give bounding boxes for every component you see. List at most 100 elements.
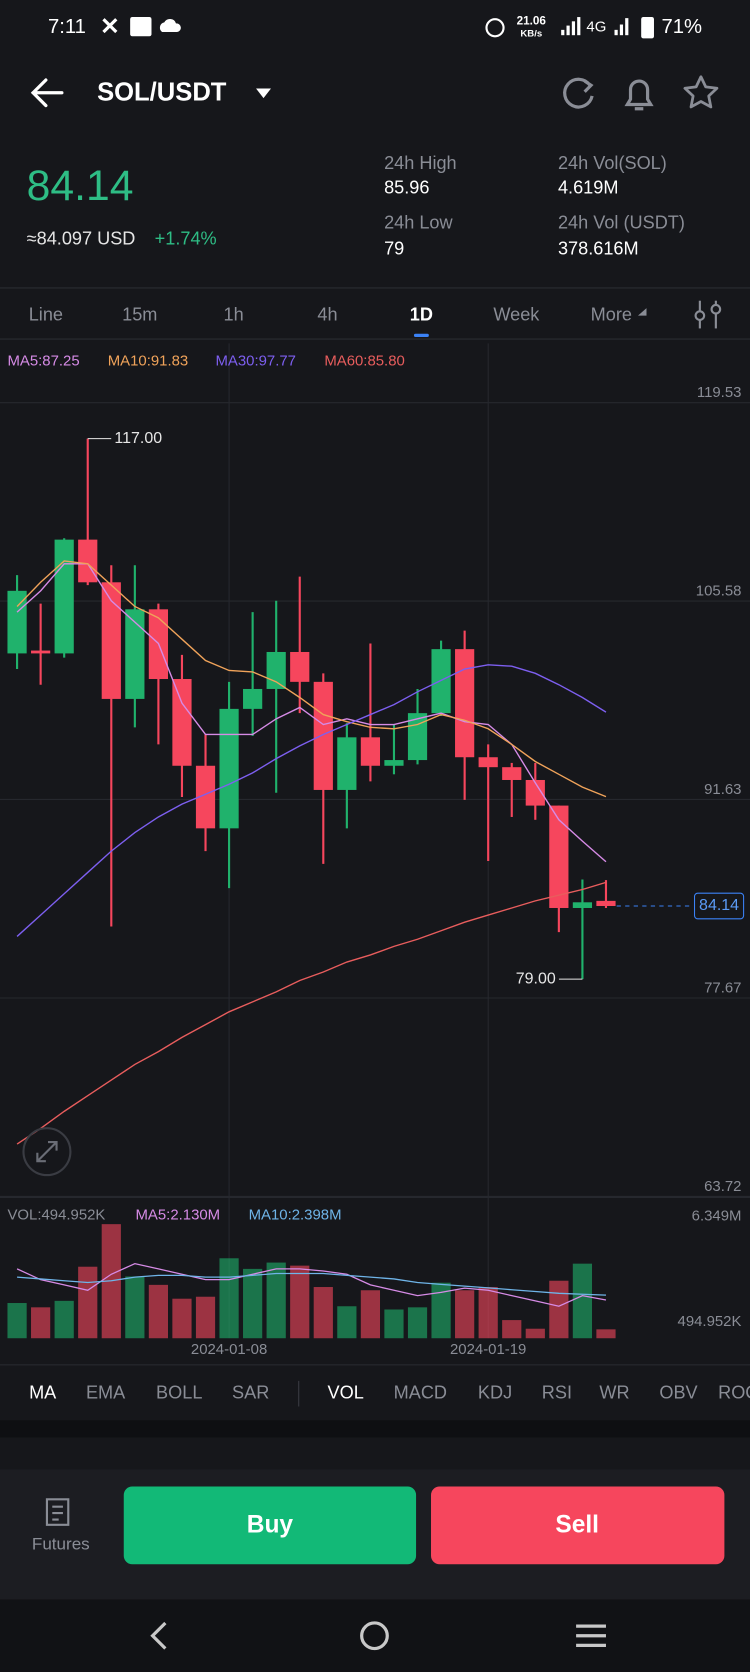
futures-label[interactable]: Futures: [32, 1535, 90, 1554]
interval-tab[interactable]: 15m: [122, 304, 157, 324]
chart-settings-icon[interactable]: [694, 300, 722, 329]
pair-title[interactable]: SOL/USDT: [97, 79, 227, 107]
interval-tab[interactable]: 1D: [410, 304, 433, 324]
volume-bar: [290, 1265, 310, 1339]
ma-legend: MA60:85.80: [324, 352, 404, 369]
x-tick-label: 2024-01-08: [191, 1341, 267, 1358]
candle-body: [219, 708, 239, 829]
volume-bar: [478, 1287, 498, 1339]
sell-label[interactable]: Sell: [555, 1511, 599, 1538]
star-icon[interactable]: [683, 75, 719, 109]
indicator-tab[interactable]: BOLL: [156, 1382, 202, 1402]
candle-body: [596, 900, 616, 906]
interval-tab[interactable]: Line: [29, 304, 63, 324]
y-tick-label: 119.53: [697, 384, 742, 401]
volume-tick-label: 494.952K: [678, 1313, 742, 1330]
refresh-icon[interactable]: [563, 77, 594, 109]
interval-tab[interactable]: More: [591, 304, 632, 324]
candle-body: [125, 609, 145, 699]
volume-bar: [313, 1287, 333, 1339]
nav-home[interactable]: [360, 1621, 389, 1651]
interval-tab[interactable]: 1h: [224, 304, 244, 324]
y-tick-label: 63.72: [704, 1178, 741, 1195]
volume-ma-legend: MA5:2.130M: [135, 1207, 220, 1224]
last-price-label: 84.14: [699, 897, 739, 914]
nav-bar: [0, 1599, 750, 1672]
volume-bar: [54, 1300, 74, 1339]
usd-price: ≈84.097 USD: [27, 229, 136, 249]
indicator-tab[interactable]: MA: [29, 1382, 57, 1402]
volume-bar: [31, 1307, 51, 1339]
candle-body: [572, 902, 593, 908]
status-icons: [102, 17, 654, 39]
stat-value: 79: [384, 238, 404, 258]
volume-bar: [243, 1268, 263, 1339]
back-button[interactable]: [30, 78, 64, 108]
low-label: 79.00: [516, 970, 556, 987]
candle-body: [478, 757, 498, 768]
indicator-tab[interactable]: VOL: [328, 1382, 364, 1402]
volume-bar: [525, 1328, 545, 1339]
volume-bar: [502, 1320, 522, 1339]
y-tick-label: 77.67: [704, 979, 741, 996]
candle-body: [455, 649, 475, 758]
indicator-tab[interactable]: MACD: [394, 1382, 447, 1402]
y-tick-label: 91.63: [704, 781, 741, 798]
indicator-tab[interactable]: KDJ: [478, 1382, 512, 1402]
expand-button[interactable]: [22, 1127, 72, 1177]
pair-dropdown[interactable]: [256, 88, 271, 99]
candle-body: [290, 651, 310, 682]
status-time: 7:11: [48, 16, 86, 38]
volume-bar: [360, 1290, 381, 1339]
candle-body: [78, 539, 98, 583]
volume-ma-legend: MA10:2.398M: [249, 1207, 342, 1224]
last-price-box: [693, 892, 745, 920]
y-tick-label: 105.58: [696, 582, 742, 599]
volume-bar: [148, 1284, 169, 1339]
volume-legend: VOL:494.952K: [7, 1207, 105, 1224]
candle-body: [549, 805, 569, 908]
indicator-tab[interactable]: EMA: [86, 1382, 126, 1402]
volume-bar: [195, 1296, 216, 1339]
candle-body: [360, 737, 381, 766]
candle-body: [313, 681, 333, 790]
volume-bar: [337, 1306, 357, 1339]
candle-body: [101, 582, 121, 699]
indicator-tab[interactable]: SAR: [232, 1382, 269, 1402]
stat-value: 378.616M: [558, 238, 639, 258]
volume-bar: [407, 1307, 428, 1339]
sell-button[interactable]: [431, 1486, 725, 1565]
volume-bar: [549, 1280, 569, 1339]
interval-tab[interactable]: Week: [493, 304, 540, 324]
volume-ma-line: [17, 1272, 606, 1296]
nav-back[interactable]: [150, 1621, 167, 1650]
buy-button[interactable]: [123, 1486, 417, 1565]
indicator-tab[interactable]: WR: [599, 1382, 629, 1402]
interval-tab[interactable]: 4h: [317, 304, 337, 324]
volume-bar: [431, 1282, 451, 1339]
indicator-tab[interactable]: ROC: [718, 1382, 750, 1402]
volume-tick-label: 6.349M: [692, 1208, 742, 1225]
volume-bar: [266, 1262, 286, 1339]
volume-bar: [219, 1258, 239, 1339]
ma-line: [16, 560, 607, 798]
indicator-tab[interactable]: OBV: [659, 1382, 698, 1402]
nav-menu[interactable]: [576, 1624, 606, 1647]
candle-body: [502, 767, 522, 780]
chart-area: Line 15m 1h 4h 1D Week More MA EMA BOLL SAR VOL MACD…: [0, 304, 750, 1402]
stat-value: 4.619M: [558, 178, 618, 198]
indicator-tab[interactable]: RSI: [542, 1382, 572, 1402]
stat-label: 24h Vol (USDT): [558, 213, 685, 233]
active-underline: [413, 333, 429, 337]
more-caret: [637, 308, 647, 316]
candle-body: [337, 737, 357, 790]
bell-icon[interactable]: [624, 79, 654, 111]
price-change: +1.74%: [155, 229, 217, 249]
stat-label: 24h Vol(SOL): [558, 153, 667, 173]
futures-icon[interactable]: [45, 1498, 70, 1526]
volume-bar: [572, 1263, 593, 1339]
buy-label[interactable]: Buy: [247, 1511, 294, 1538]
volume-bar: [78, 1266, 98, 1339]
volume-bar: [384, 1309, 404, 1339]
